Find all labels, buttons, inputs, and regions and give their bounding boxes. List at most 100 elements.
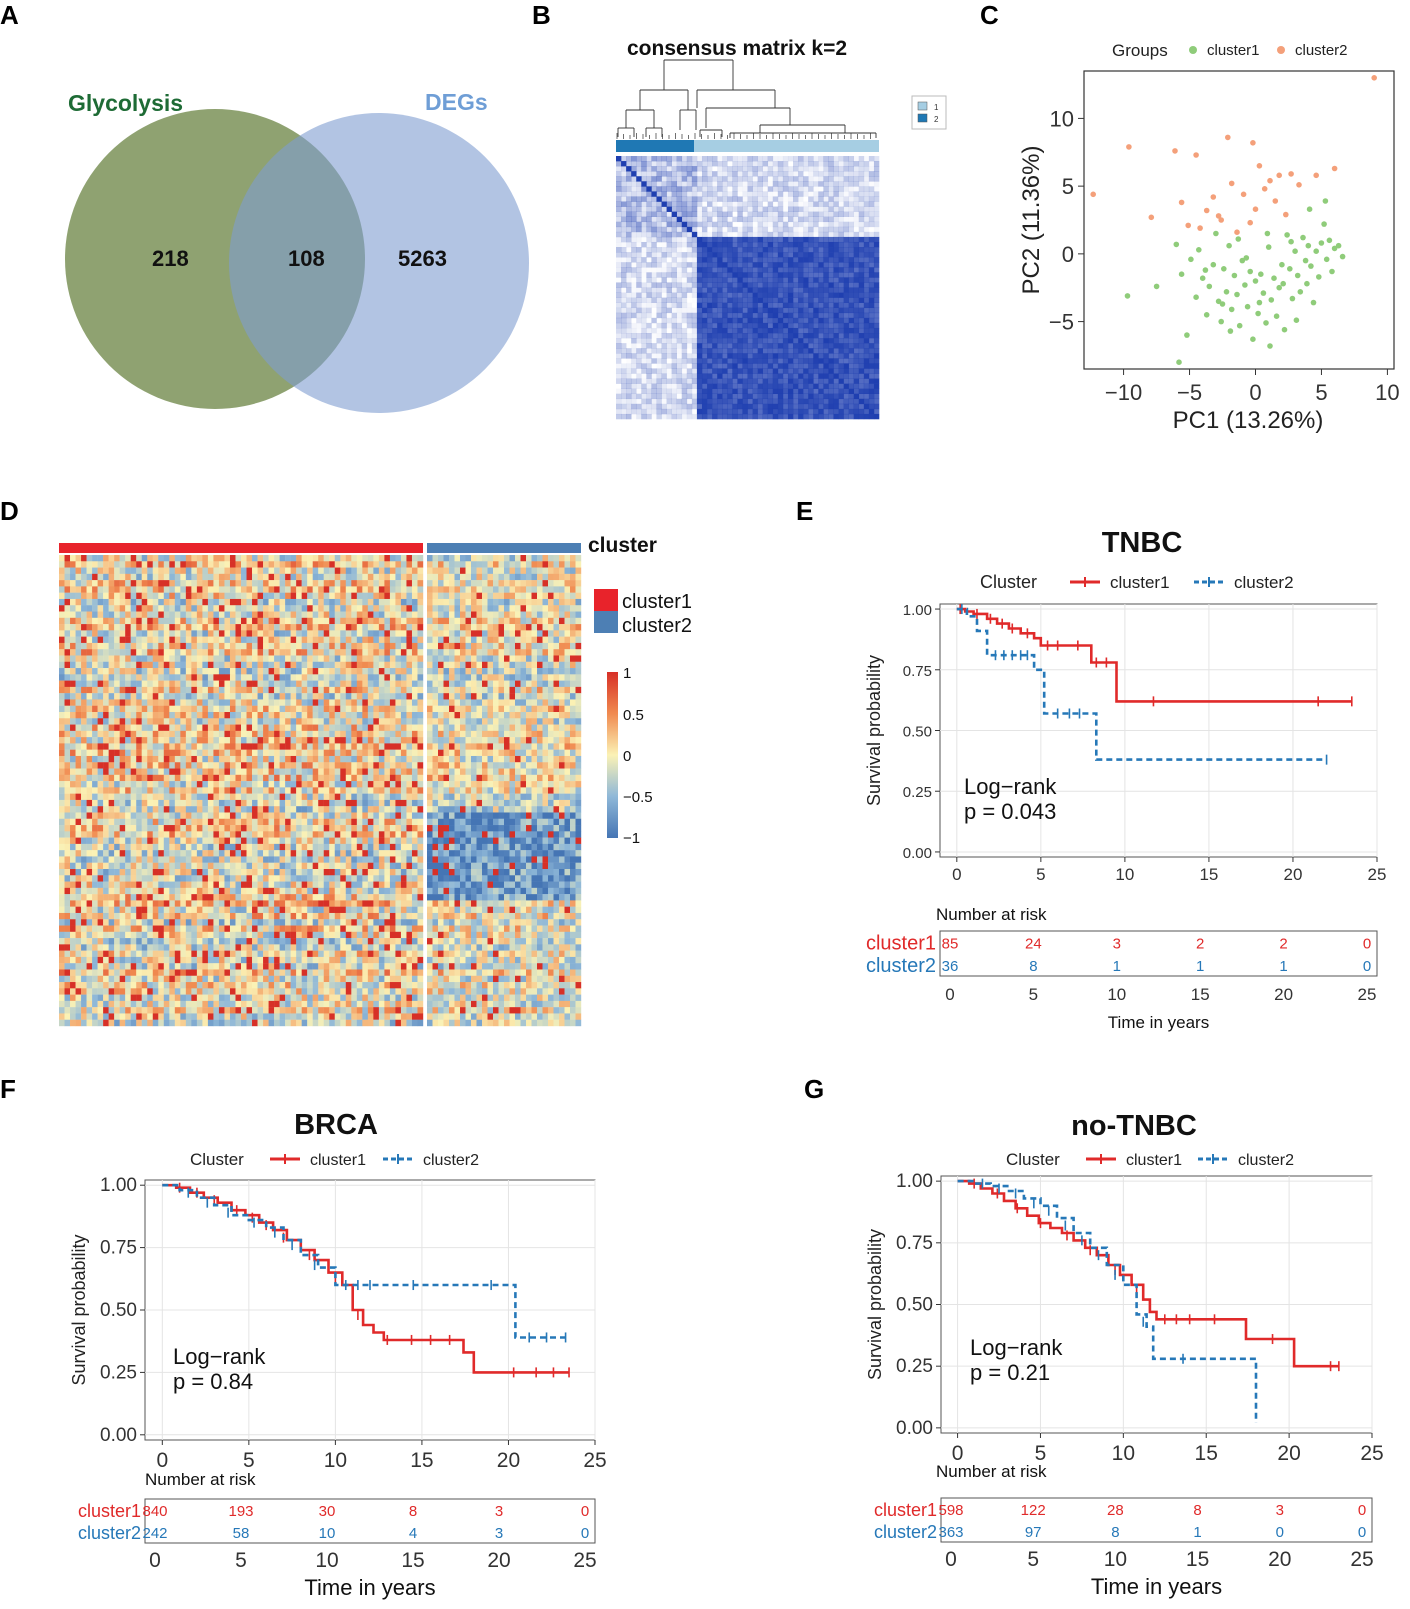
heatmap-cell [224, 686, 231, 694]
consensus-cell [787, 206, 794, 212]
consensus-cell [691, 216, 698, 223]
consensus-cell [747, 282, 753, 288]
heatmap-cell [307, 567, 313, 575]
heatmap-cell [493, 592, 499, 600]
heatmap-cell [329, 580, 335, 587]
heatmap-cell [575, 586, 582, 593]
heatmap-cell [108, 655, 115, 662]
heatmap-cell [224, 592, 231, 600]
consensus-cell [732, 176, 738, 182]
pca-point-cluster1 [1316, 274, 1322, 280]
consensus-cell [828, 393, 834, 400]
heatmap-cell [471, 655, 477, 662]
heatmap-cell [268, 555, 275, 562]
consensus-cell [696, 181, 703, 187]
consensus-cell [722, 343, 728, 349]
consensus-cell [701, 373, 708, 379]
consensus-cell [656, 236, 662, 243]
consensus-cell [712, 282, 718, 288]
heatmap-cell [274, 630, 280, 637]
heatmap-cell [246, 573, 253, 581]
heatmap-cell [213, 567, 220, 575]
consensus-cell [848, 408, 855, 415]
consensus-cell [681, 196, 688, 202]
heatmap-cell [356, 580, 363, 587]
consensus-cell [656, 231, 662, 238]
heatmap-cell [114, 624, 120, 631]
consensus-cell [772, 176, 779, 182]
pca-point-cluster2 [1234, 229, 1240, 235]
consensus-cell [681, 307, 688, 314]
consensus-cell [727, 267, 733, 273]
heatmap-cell [427, 674, 433, 681]
heatmap-cell [498, 555, 505, 562]
heatmap-cell [334, 567, 341, 575]
consensus-cell [691, 156, 698, 162]
consensus-cell [808, 327, 814, 334]
heatmap-cell [329, 567, 335, 575]
consensus-cell [616, 176, 622, 182]
consensus-cell [858, 196, 865, 202]
heatmap-cell [395, 680, 402, 688]
heatmap-cell [158, 655, 164, 662]
consensus-cell [858, 292, 865, 298]
heatmap-cell [351, 567, 358, 575]
consensus-cell [793, 282, 799, 288]
consensus-cell [843, 257, 849, 263]
consensus-cell [737, 166, 743, 172]
heatmap-cell [130, 636, 137, 644]
consensus-cell [833, 292, 839, 298]
heatmap-cell [191, 592, 198, 600]
consensus-cell [656, 343, 662, 349]
heatmap-cell [389, 630, 396, 637]
heatmap-cell [185, 567, 192, 575]
heatmap-cell [471, 630, 477, 637]
consensus-cell [863, 262, 870, 268]
heatmap-cell [417, 630, 424, 637]
consensus-cell [656, 353, 662, 359]
consensus-cell [742, 373, 748, 379]
heatmap-cell [296, 668, 302, 675]
heatmap-cell [202, 680, 209, 688]
consensus-cell [616, 408, 622, 415]
heatmap-cell [163, 555, 170, 562]
consensus-cell [838, 378, 844, 384]
consensus-cell [753, 222, 758, 227]
consensus-cell [732, 307, 738, 314]
consensus-cell [868, 282, 875, 288]
consensus-cell [818, 393, 824, 400]
heatmap-cell [575, 598, 582, 606]
consensus-cell [656, 368, 662, 374]
consensus-cell [757, 322, 763, 329]
heatmap-cell [229, 573, 236, 581]
consensus-cell [727, 252, 733, 258]
consensus-cell [691, 262, 698, 268]
consensus-cell [626, 201, 632, 207]
heatmap-cell [136, 668, 142, 675]
heatmap-cell [268, 636, 275, 644]
heatmap-cell [417, 686, 424, 694]
consensus-cell [636, 368, 642, 374]
heatmap-cell [285, 649, 291, 656]
consensus-cell [742, 176, 748, 182]
heatmap-cell [515, 617, 521, 625]
consensus-cell [793, 388, 799, 395]
heatmap-cell [373, 586, 380, 593]
consensus-cell [701, 267, 708, 273]
consensus-cell [772, 297, 779, 303]
consensus-cell [798, 398, 804, 405]
consensus-cell [767, 262, 774, 268]
pca-point-cluster1 [1188, 256, 1194, 263]
consensus-cell [793, 211, 799, 217]
consensus-cell [676, 181, 683, 187]
consensus-cell [818, 282, 824, 288]
heatmap-cell [570, 636, 576, 644]
heatmap-cell [279, 573, 286, 581]
consensus-cell [661, 307, 667, 314]
consensus-cell [691, 378, 698, 384]
heatmap-cell [559, 555, 565, 562]
consensus-cell [753, 176, 758, 181]
consensus-cell [863, 312, 870, 319]
consensus-cell [863, 368, 870, 374]
consensus-cell [747, 312, 753, 319]
